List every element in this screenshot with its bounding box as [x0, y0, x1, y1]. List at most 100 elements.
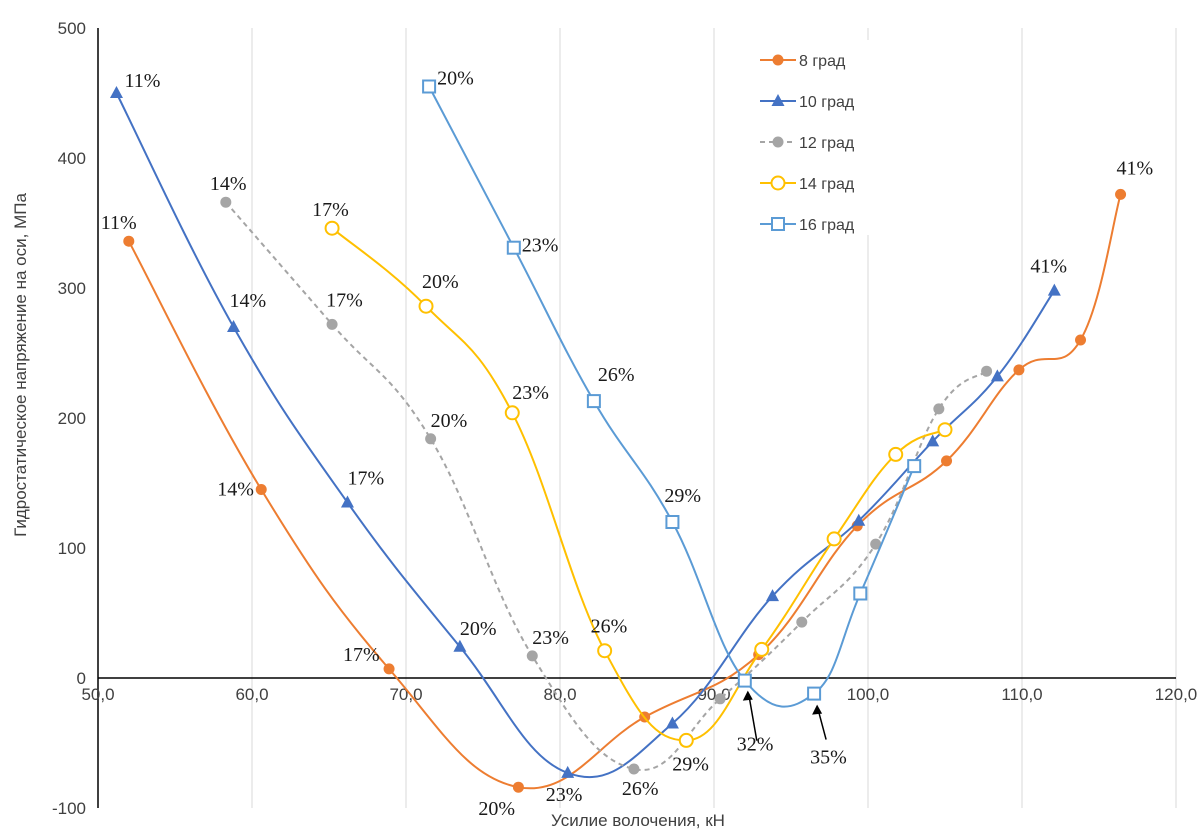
arrow-head-32: [742, 690, 753, 701]
data-point: [678, 732, 694, 748]
point-label: 11%: [124, 70, 160, 92]
series-16-град: [422, 79, 922, 708]
point-label: 29%: [672, 753, 709, 775]
data-point: [807, 686, 822, 701]
data-point: [586, 394, 601, 409]
data-point: [937, 422, 953, 438]
series-12-град: [220, 196, 993, 775]
data-point: [326, 318, 338, 330]
x-tick-label: 100,0: [847, 685, 890, 704]
annotation-arrows: [742, 690, 827, 741]
legend: 8 град 10 град 12 град 14 град 16 град: [750, 40, 886, 235]
point-label: 17%: [343, 644, 380, 666]
x-tick-label: 50,0: [81, 685, 114, 704]
legend-entry: 14 град: [799, 176, 855, 193]
series-14-град: [324, 220, 953, 748]
data-point: [506, 240, 521, 255]
series-10-град: [109, 86, 1061, 779]
data-point: [754, 641, 770, 657]
data-point: [1115, 188, 1127, 200]
data-point: [990, 369, 1004, 382]
data-point: [665, 716, 679, 729]
data-point: [772, 54, 784, 66]
point-label: 23%: [512, 382, 549, 404]
point-label: 23%: [546, 784, 583, 806]
data-point: [933, 403, 945, 415]
x-tick-label: 110,0: [1001, 685, 1042, 704]
data-point: [1075, 334, 1087, 346]
legend-entry: 10 град: [799, 94, 855, 111]
series-line: [115, 92, 1056, 779]
data-point: [888, 446, 904, 462]
y-tick-label: 500: [58, 19, 86, 38]
series-line: [331, 227, 946, 742]
data-point: [770, 175, 786, 191]
data-point: [504, 405, 520, 421]
point-label: 26%: [598, 364, 635, 386]
y-tick-label: 400: [58, 149, 86, 168]
data-point: [870, 538, 882, 550]
data-point: [771, 94, 785, 106]
arrow-32: [748, 694, 758, 741]
point-label: 32%: [737, 734, 774, 756]
point-label: 17%: [326, 289, 363, 311]
x-tick-label: 60,0: [235, 685, 268, 704]
point-label: 35%: [810, 747, 847, 769]
data-point: [981, 365, 993, 377]
legend-entry: 16 град: [799, 217, 855, 234]
series-group: [109, 79, 1127, 793]
point-label: 11%: [101, 212, 137, 234]
y-tick-label: 100: [58, 539, 86, 558]
point-labels: 11% 14% 17% 20% 41% 11% 14% 17% 20% 23% 41% 14% 17% 2…: [101, 68, 1153, 821]
data-point: [826, 531, 842, 547]
data-point: [383, 663, 395, 675]
data-point: [772, 136, 784, 148]
series-8-град: [123, 188, 1127, 793]
arrow-head-35: [812, 704, 823, 715]
data-point: [1013, 364, 1025, 376]
data-point: [665, 515, 680, 529]
data-point: [561, 765, 575, 778]
data-point: [852, 513, 866, 526]
point-label: 17%: [347, 468, 384, 490]
x-tick-label: 120,0: [1155, 685, 1198, 704]
y-axis-title: Гидростатическое напряжение на оси, МПа: [11, 193, 30, 537]
point-label: 41%: [1030, 256, 1067, 278]
point-label: 14%: [230, 290, 267, 312]
point-label: 23%: [532, 627, 569, 649]
y-tick-label: 200: [58, 409, 86, 428]
point-label: 14%: [210, 173, 247, 195]
legend-background: [750, 40, 886, 235]
data-point: [418, 298, 434, 314]
data-point: [771, 217, 785, 231]
data-point: [422, 79, 437, 94]
point-label: 26%: [591, 616, 628, 638]
data-point: [796, 616, 808, 628]
data-point: [123, 235, 135, 247]
data-point: [766, 589, 780, 602]
data-point: [597, 643, 613, 659]
data-point: [340, 495, 354, 508]
data-point: [324, 220, 340, 236]
point-label: 41%: [1117, 157, 1154, 179]
data-point: [907, 459, 922, 474]
x-tick-label: 80,0: [543, 685, 576, 704]
data-point: [941, 455, 953, 467]
point-label: 29%: [664, 485, 701, 507]
data-point: [926, 434, 940, 447]
point-label: 20%: [422, 271, 459, 293]
data-point: [853, 586, 868, 601]
point-label: 20%: [431, 410, 468, 432]
data-point: [526, 650, 538, 662]
data-point: [453, 639, 467, 652]
point-label: 20%: [478, 798, 515, 820]
point-label: 17%: [312, 199, 349, 221]
x-axis-title: Усилие волочения, кН: [551, 811, 725, 830]
arrow-35: [817, 709, 827, 740]
legend-entry: 8 град: [799, 53, 846, 70]
point-label: 26%: [622, 778, 659, 800]
legend-entry: 12 град: [799, 135, 855, 152]
point-label: 20%: [437, 68, 474, 90]
data-point: [227, 320, 241, 332]
